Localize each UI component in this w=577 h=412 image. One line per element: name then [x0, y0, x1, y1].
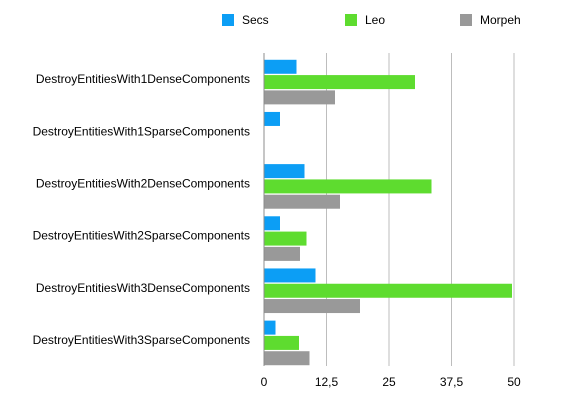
category-labels: DestroyEntitiesWith1DenseComponents Destr…	[33, 72, 250, 347]
x-tick-label: 25	[382, 375, 396, 389]
category-label: DestroyEntitiesWith2SparseComponents	[33, 229, 250, 243]
category-label: DestroyEntitiesWith1SparseComponents	[33, 124, 250, 138]
legend-label-morpeh: Morpeh	[480, 13, 521, 27]
legend-swatch-leo	[345, 14, 357, 26]
bar-secs-2	[264, 111, 280, 126]
bar-leo-3	[264, 179, 432, 194]
bar-leo-4	[264, 231, 307, 246]
legend-label-leo: Leo	[365, 13, 385, 27]
bar-secs-6	[264, 320, 276, 335]
bar-leo-1	[264, 75, 415, 90]
bar-morpeh-6	[264, 351, 310, 366]
legend-swatch-morpeh	[460, 14, 472, 26]
x-tick-label: 0	[261, 375, 268, 389]
tick-labels: 0 12,5 25 37,5 50	[261, 375, 521, 389]
bar-secs-3	[264, 164, 305, 179]
x-tick-label: 50	[507, 375, 521, 389]
legend: Secs Leo Morpeh	[222, 13, 521, 27]
bar-morpeh-5	[264, 299, 360, 314]
bar-morpeh-3	[264, 194, 340, 209]
legend-swatch-secs	[222, 14, 234, 26]
legend-label-secs: Secs	[242, 13, 269, 27]
bar-morpeh-1	[264, 90, 335, 105]
category-label: DestroyEntitiesWith3SparseComponents	[33, 333, 250, 347]
category-label: DestroyEntitiesWith3DenseComponents	[36, 281, 250, 295]
x-tick-label: 12,5	[315, 375, 339, 389]
x-tick-label: 37,5	[440, 375, 464, 389]
bar-secs-1	[264, 59, 297, 74]
bar-leo-6	[264, 335, 299, 350]
grid	[326, 53, 515, 366]
bar-morpeh-4	[264, 246, 300, 261]
bar-leo-5	[264, 283, 512, 298]
bars	[264, 59, 512, 366]
category-label: DestroyEntitiesWith1DenseComponents	[36, 72, 250, 86]
bar-secs-5	[264, 268, 316, 283]
bar-secs-4	[264, 216, 280, 231]
category-label: DestroyEntitiesWith2DenseComponents	[36, 176, 250, 190]
